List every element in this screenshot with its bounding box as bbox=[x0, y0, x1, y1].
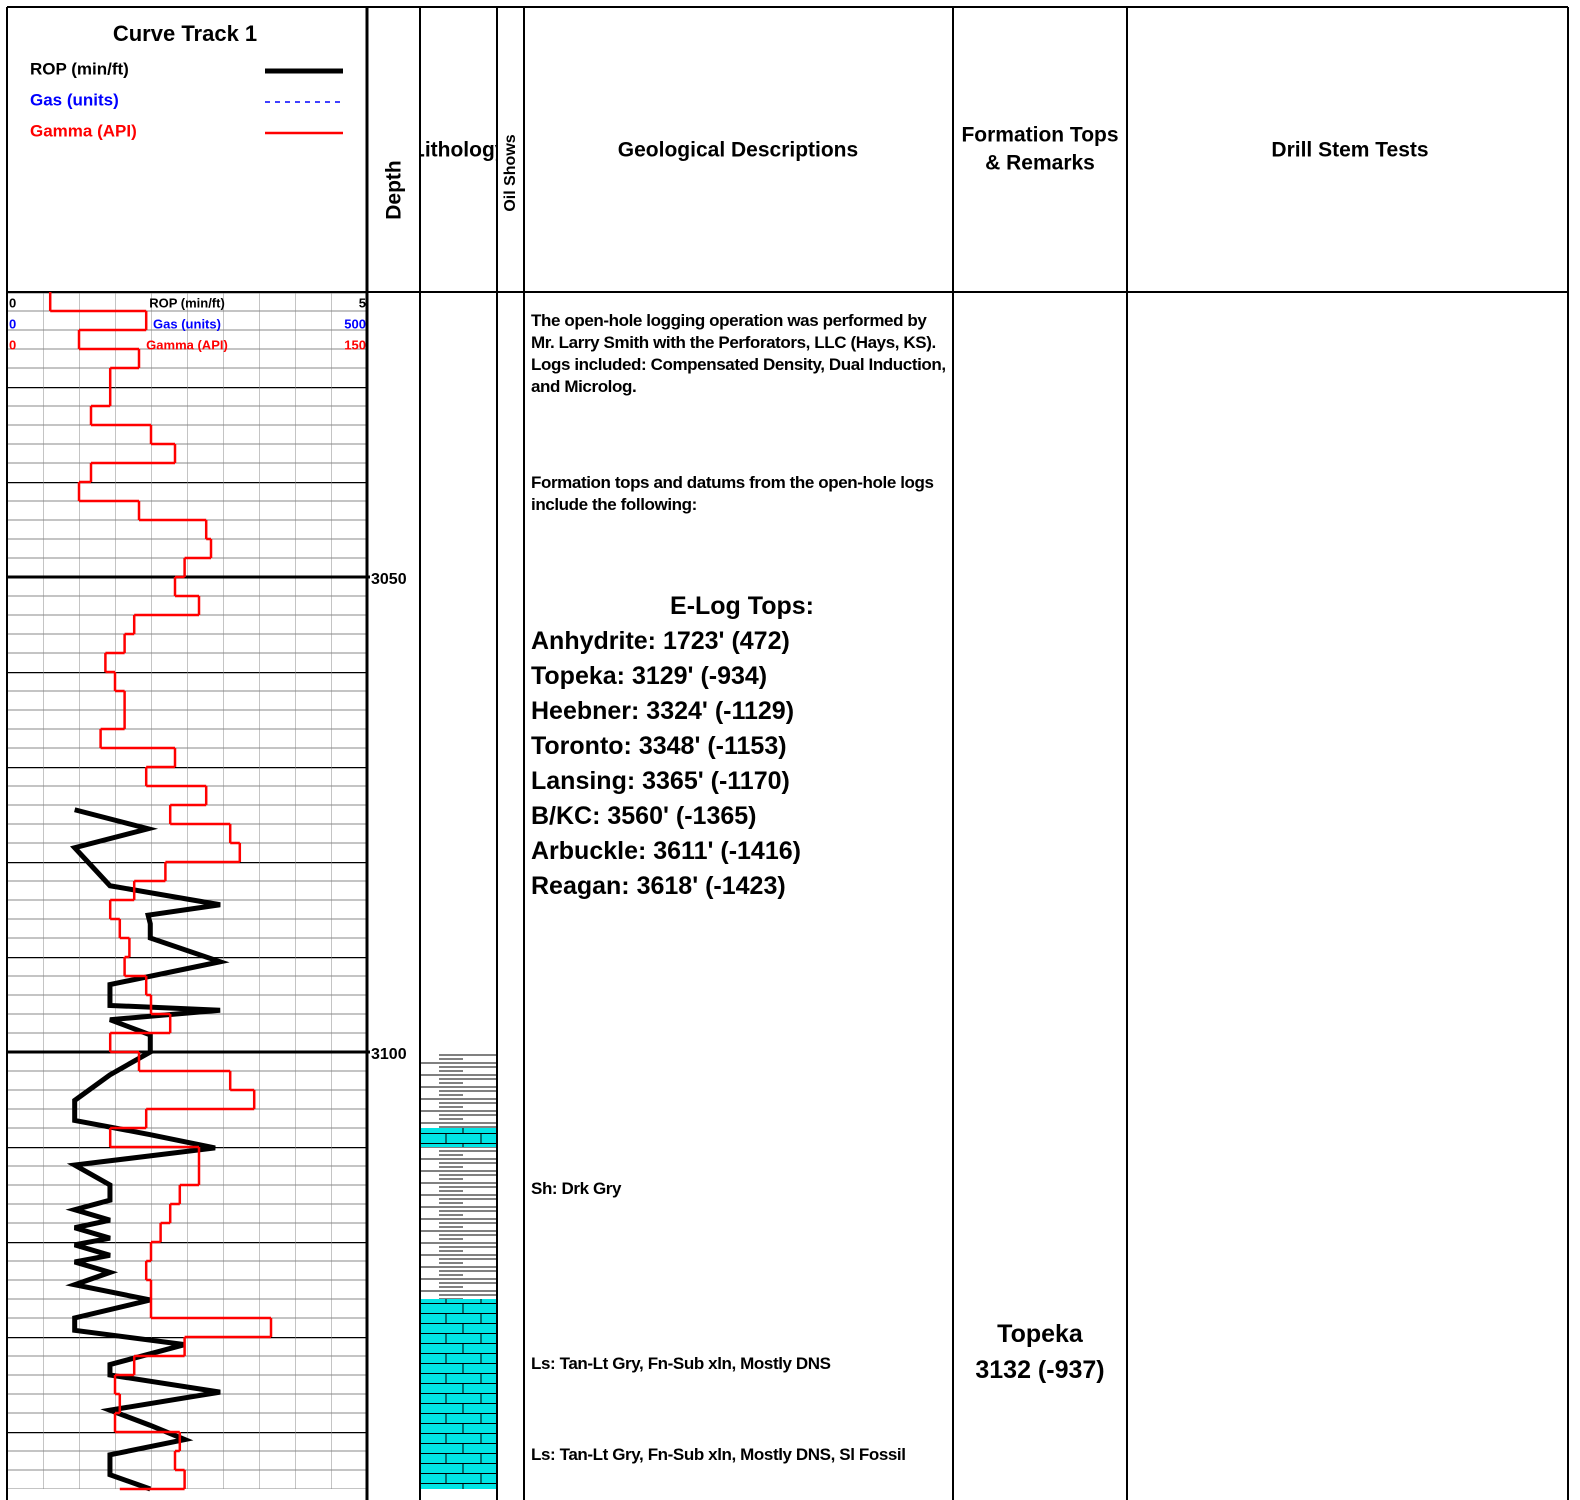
elog-top: Anhydrite: 1723' (472) bbox=[531, 627, 790, 655]
sample-description: Ls: Tan-Lt Gry, Fn-Sub xln, Mostly DNS, … bbox=[531, 1445, 906, 1464]
description-text: The open-hole logging operation was perf… bbox=[531, 311, 946, 396]
column-header: Oil Shows bbox=[502, 134, 519, 211]
column-header: & Remarks bbox=[985, 152, 1095, 175]
elog-top: Reagan: 3618' (-1423) bbox=[531, 872, 786, 900]
frame bbox=[6, 6, 1569, 1500]
column-header: Depth bbox=[383, 160, 406, 220]
elog-top: B/KC: 3560' (-1365) bbox=[531, 802, 757, 830]
legend-label: Gas (units) bbox=[30, 90, 119, 109]
column-header: Lithology bbox=[412, 139, 507, 162]
scale-max: 500 bbox=[344, 316, 366, 331]
scale-min: 0 bbox=[9, 337, 16, 352]
elog-title: E-Log Tops: bbox=[670, 592, 814, 620]
elog-top: Lansing: 3365' (-1170) bbox=[531, 767, 790, 795]
column-header: Drill Stem Tests bbox=[1271, 139, 1428, 162]
lithology-header: Lithology bbox=[412, 139, 507, 162]
elog-top: Topeka: 3129' (-934) bbox=[531, 662, 768, 690]
rop-curve bbox=[65, 807, 230, 1492]
scale-name: ROP (min/ft) bbox=[149, 295, 225, 310]
scale-name: Gas (units) bbox=[153, 316, 221, 331]
formation-name: Topeka bbox=[997, 1320, 1083, 1348]
legend-label: ROP (min/ft) bbox=[30, 59, 129, 78]
lithology-pattern bbox=[421, 1128, 496, 1147]
sample-description: Ls: Tan-Lt Gry, Fn-Sub xln, Mostly DNS bbox=[531, 1354, 831, 1373]
scale-name: Gamma (API) bbox=[146, 337, 228, 352]
lithology-pattern bbox=[421, 1052, 496, 1128]
track-grid bbox=[7, 292, 367, 1489]
column-header: Formation Tops bbox=[961, 124, 1118, 147]
lithology-pattern bbox=[421, 1299, 496, 1489]
lithology-pattern bbox=[421, 1147, 496, 1299]
depth-label: 3050 bbox=[371, 571, 407, 588]
formation-datum: 3132 (-937) bbox=[975, 1356, 1105, 1384]
column-header: Geological Descriptions bbox=[618, 139, 858, 162]
depth-label: 3100 bbox=[371, 1046, 407, 1063]
scale-min: 0 bbox=[9, 316, 16, 331]
sample-description: Sh: Drk Gry bbox=[531, 1179, 622, 1198]
elog-top: Heebner: 3324' (-1129) bbox=[531, 697, 795, 725]
elog-top: Toronto: 3348' (-1153) bbox=[531, 732, 787, 760]
scale-min: 0 bbox=[9, 295, 16, 310]
scale-max: 5 bbox=[359, 295, 366, 310]
scale-max: 150 bbox=[344, 337, 366, 352]
track-title: Curve Track 1 bbox=[113, 21, 257, 46]
elog-top: Arbuckle: 3611' (-1416) bbox=[531, 837, 801, 865]
legend-label: Gamma (API) bbox=[30, 121, 137, 140]
description-text: Formation tops and datums from the open-… bbox=[531, 473, 934, 514]
